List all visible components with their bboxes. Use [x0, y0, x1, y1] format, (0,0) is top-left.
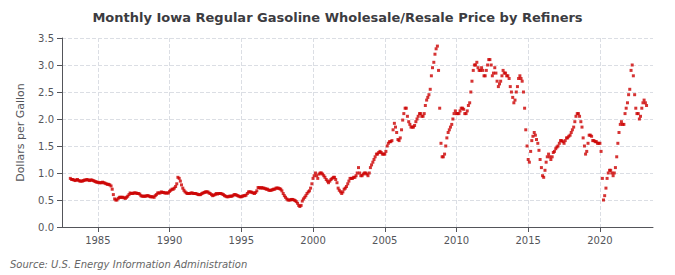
svg-text:2000: 2000	[300, 235, 325, 246]
svg-text:3.5: 3.5	[38, 33, 54, 44]
svg-text:1995: 1995	[229, 235, 254, 246]
svg-text:1.0: 1.0	[38, 168, 54, 179]
svg-text:2.0: 2.0	[38, 114, 54, 125]
svg-text:Monthly Iowa Regular Gasoline: Monthly Iowa Regular Gasoline Wholesale/…	[92, 10, 582, 25]
svg-text:2010: 2010	[444, 235, 469, 246]
svg-text:1990: 1990	[157, 235, 182, 246]
svg-text:Source: U.S. Energy Informatio: Source: U.S. Energy Information Administ…	[10, 259, 247, 270]
svg-text:Dollars per Gallon: Dollars per Gallon	[14, 83, 27, 182]
svg-text:3.0: 3.0	[38, 60, 54, 71]
svg-text:0.0: 0.0	[38, 222, 54, 233]
svg-text:1.5: 1.5	[38, 141, 54, 152]
svg-text:2020: 2020	[587, 235, 612, 246]
svg-text:0.5: 0.5	[38, 195, 54, 206]
svg-text:2005: 2005	[372, 235, 397, 246]
svg-text:2.5: 2.5	[38, 87, 54, 98]
svg-text:1985: 1985	[85, 235, 110, 246]
svg-text:2015: 2015	[515, 235, 540, 246]
